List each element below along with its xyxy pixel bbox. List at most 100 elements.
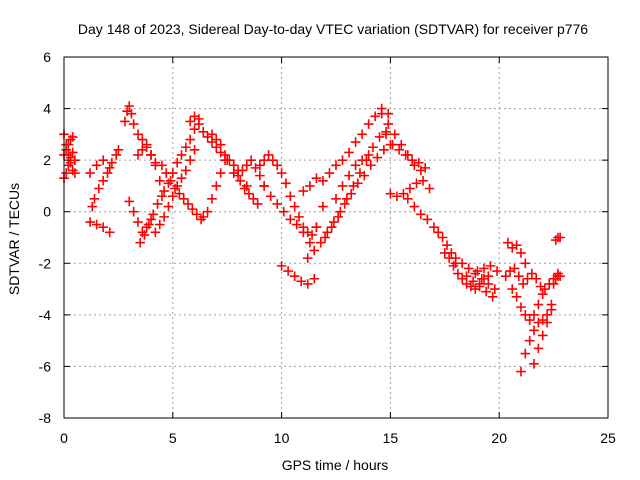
data-point xyxy=(507,284,518,294)
data-point xyxy=(346,188,357,199)
data-point xyxy=(487,292,498,302)
data-point xyxy=(194,119,204,129)
data-point xyxy=(383,119,394,129)
data-point xyxy=(520,348,531,359)
y-tick-label: -2 xyxy=(39,255,52,271)
data-point xyxy=(481,286,491,297)
data-point xyxy=(185,134,196,145)
data-point xyxy=(311,173,322,183)
data-point xyxy=(503,237,513,248)
series-s37 xyxy=(516,299,557,377)
data-point xyxy=(281,178,291,189)
data-point xyxy=(302,279,313,289)
data-point xyxy=(520,310,531,320)
data-point xyxy=(292,219,302,230)
data-point xyxy=(137,227,148,238)
data-point xyxy=(309,245,320,256)
data-point xyxy=(337,155,348,165)
data-point xyxy=(555,271,565,281)
data-point xyxy=(479,263,489,274)
data-point xyxy=(352,178,363,189)
data-point xyxy=(67,132,78,142)
data-point xyxy=(453,268,463,279)
data-point xyxy=(472,266,483,276)
data-points xyxy=(59,101,565,377)
series-s36 xyxy=(503,237,531,269)
series-s32 xyxy=(461,271,498,302)
data-point xyxy=(416,209,426,220)
data-point xyxy=(185,155,196,165)
data-point xyxy=(141,222,152,232)
data-point xyxy=(159,212,169,222)
data-point xyxy=(98,155,108,165)
x-tick-label: 10 xyxy=(274,430,290,446)
data-point xyxy=(259,181,269,191)
data-point xyxy=(370,111,380,122)
data-point xyxy=(285,191,296,202)
data-point xyxy=(387,139,398,150)
data-point xyxy=(174,188,185,199)
data-point xyxy=(285,214,296,225)
data-point xyxy=(500,271,511,281)
data-point xyxy=(102,168,113,178)
data-point xyxy=(63,160,74,171)
data-point xyxy=(70,168,80,178)
data-point xyxy=(252,199,263,209)
data-point xyxy=(407,155,417,165)
data-point xyxy=(211,134,222,145)
data-point xyxy=(403,194,413,204)
data-point xyxy=(344,147,354,158)
data-point xyxy=(124,196,135,207)
y-tick-label: -4 xyxy=(39,307,52,323)
data-point xyxy=(405,183,415,194)
data-point xyxy=(483,279,494,289)
series-s17 xyxy=(239,183,263,209)
data-point xyxy=(89,194,100,204)
data-point xyxy=(248,194,259,204)
data-point xyxy=(309,273,320,284)
data-point xyxy=(296,276,306,287)
data-point xyxy=(322,227,333,238)
data-point xyxy=(272,160,283,171)
data-point xyxy=(63,139,74,150)
data-point xyxy=(191,209,202,220)
data-point xyxy=(170,183,180,194)
data-point xyxy=(202,206,213,217)
data-point xyxy=(350,137,361,147)
data-point xyxy=(437,232,448,243)
data-point xyxy=(104,227,115,238)
data-point xyxy=(363,150,374,160)
data-point xyxy=(133,129,143,140)
data-point xyxy=(85,168,95,178)
data-point xyxy=(163,201,174,212)
data-point xyxy=(148,209,159,220)
data-point xyxy=(331,194,341,204)
data-point xyxy=(368,142,378,153)
data-point xyxy=(189,145,200,155)
data-point xyxy=(329,217,339,227)
data-point xyxy=(518,279,528,289)
data-point xyxy=(172,157,182,168)
series-s30 xyxy=(440,248,494,294)
x-tick-label: 15 xyxy=(383,430,399,446)
data-point xyxy=(154,219,165,230)
data-point xyxy=(263,150,274,160)
data-point xyxy=(128,119,139,129)
x-tick-label: 25 xyxy=(600,430,616,446)
data-point xyxy=(392,191,402,202)
data-point xyxy=(331,160,341,171)
data-point xyxy=(342,194,352,204)
data-point xyxy=(424,183,435,194)
x-tick-label: 5 xyxy=(169,430,177,446)
data-point xyxy=(540,284,550,294)
data-point xyxy=(374,132,385,142)
plot-frame xyxy=(63,56,609,419)
data-point xyxy=(120,116,130,127)
data-point xyxy=(344,170,354,181)
data-point xyxy=(276,261,287,271)
data-point xyxy=(357,129,367,140)
data-point xyxy=(413,157,424,168)
data-point xyxy=(98,222,108,232)
y-tick-label: 2 xyxy=(43,152,51,168)
data-point xyxy=(255,160,265,171)
